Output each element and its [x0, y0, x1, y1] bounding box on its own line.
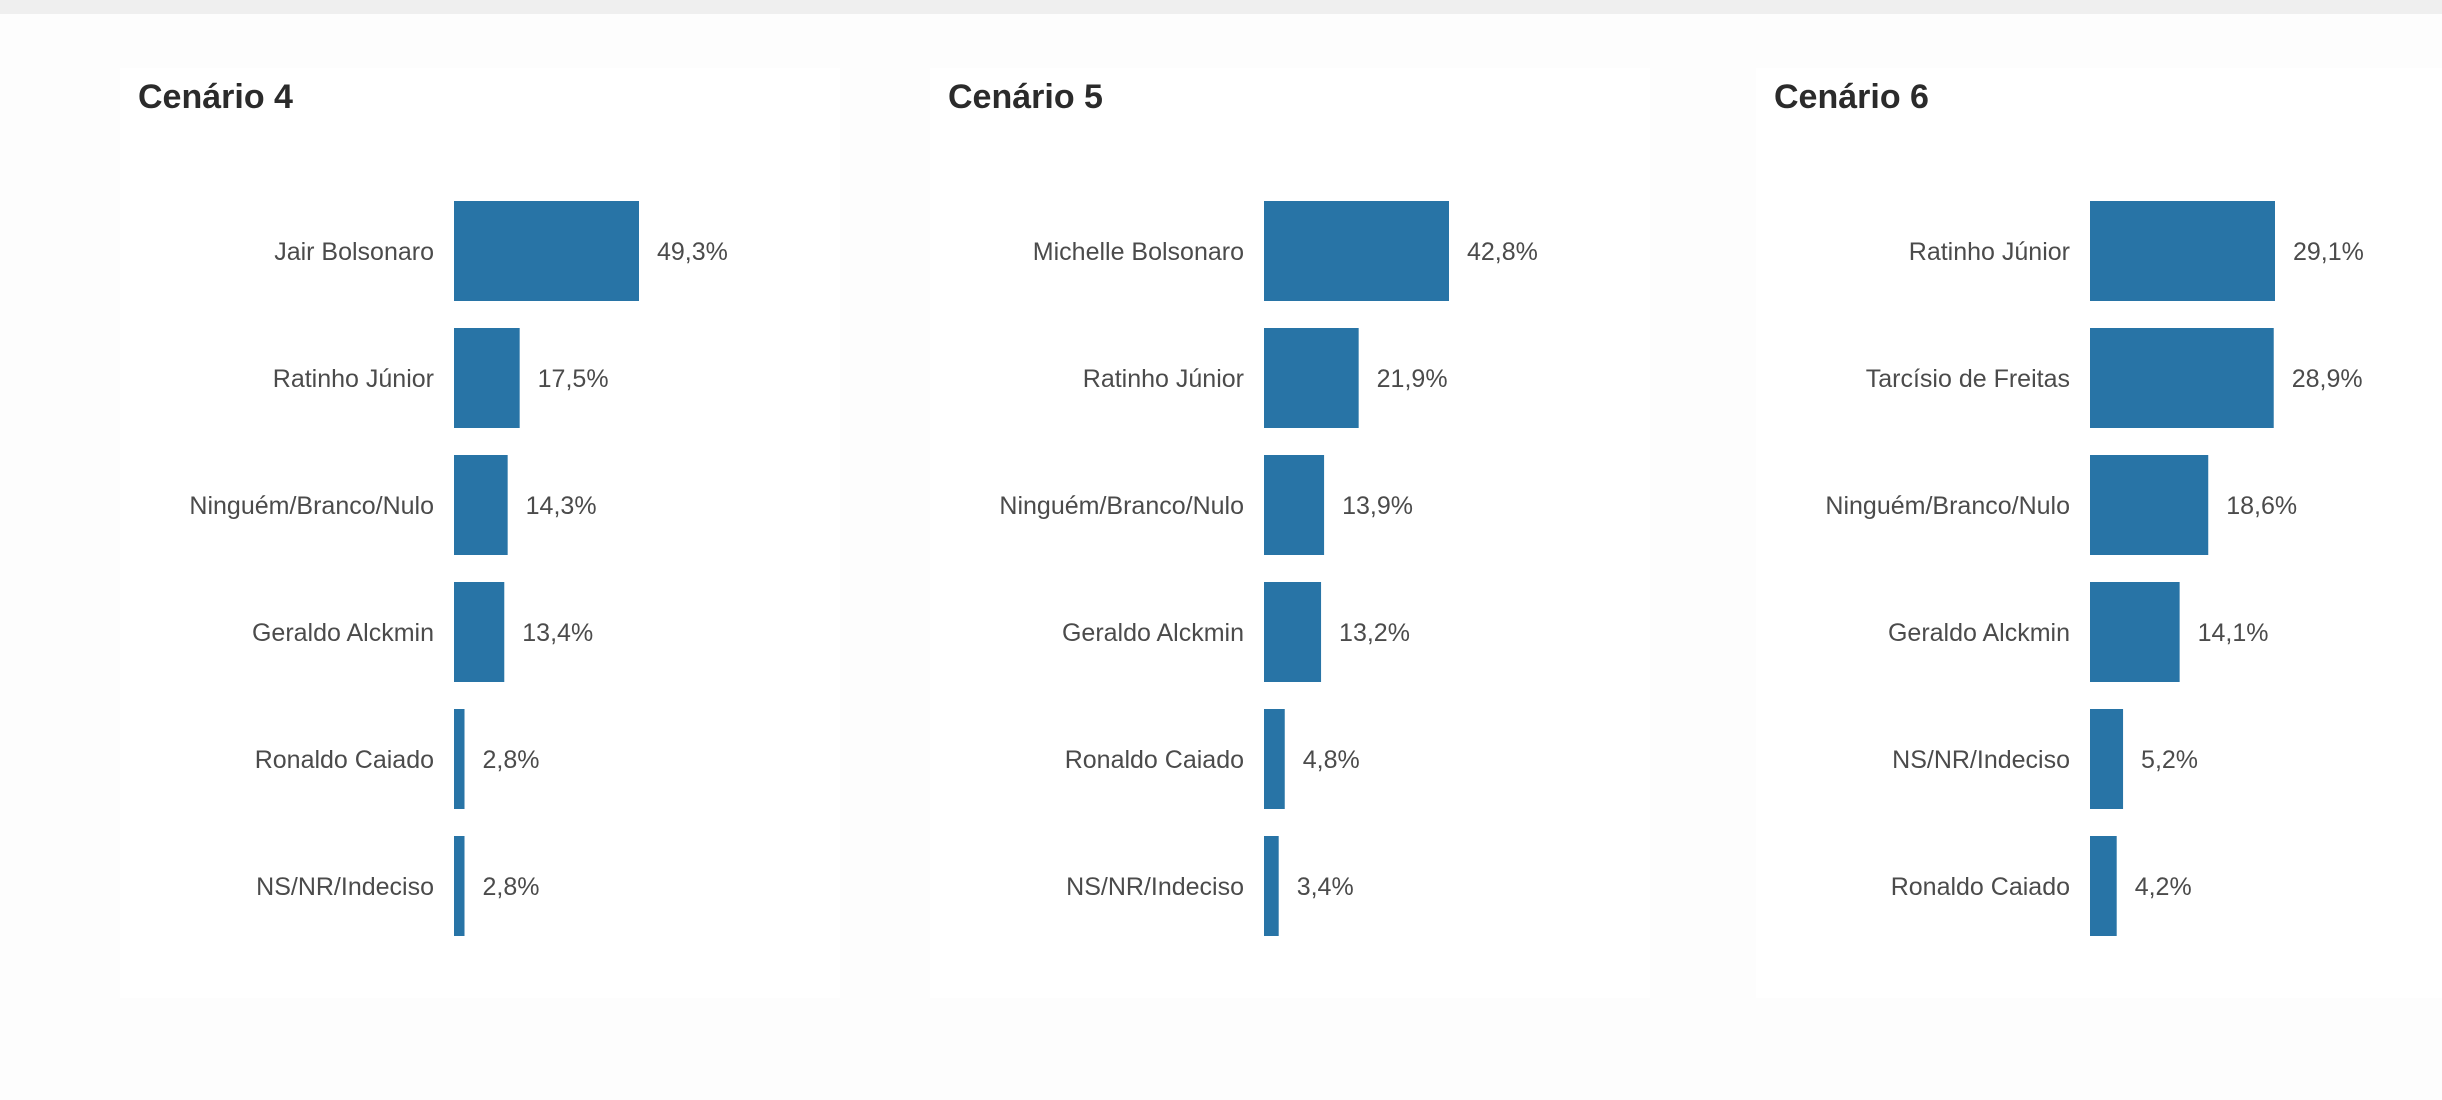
category-label: Ronaldo Caiado	[255, 746, 434, 774]
value-label: 49,3%	[657, 238, 728, 266]
bar-1	[1264, 328, 1359, 428]
value-label: 2,8%	[483, 746, 540, 774]
bar-5	[1264, 836, 1279, 936]
bar-3	[454, 582, 505, 682]
value-label: 13,4%	[522, 619, 593, 647]
value-label: 17,5%	[538, 365, 609, 393]
chart-title: Cenário 5	[948, 78, 1103, 116]
category-label: Ratinho Júnior	[1909, 238, 2070, 266]
value-label: 21,9%	[1377, 365, 1448, 393]
bar-4	[2090, 709, 2124, 809]
bar-5	[454, 836, 465, 936]
value-label: 13,9%	[1342, 492, 1413, 520]
category-label: Ratinho Júnior	[1083, 365, 1244, 393]
chart-title: Cenário 4	[138, 78, 293, 116]
bar-0	[1264, 201, 1449, 301]
value-label: 18,6%	[2226, 492, 2297, 520]
bar-2	[2090, 455, 2209, 555]
value-label: 3,4%	[1297, 873, 1354, 901]
bar-4	[454, 709, 465, 809]
bar-2	[1264, 455, 1325, 555]
bar-5	[2090, 836, 2117, 936]
bar-chart-cenario-5: Michelle Bolsonaro 42,8% Ratinho Júnior 21,…	[999, 201, 1538, 936]
category-label: Ronaldo Caiado	[1065, 746, 1244, 774]
value-label: 4,8%	[1303, 746, 1360, 774]
bar-3	[1264, 582, 1322, 682]
top-bar	[0, 0, 2442, 14]
bar-3	[2090, 582, 2180, 682]
bar-2	[454, 455, 508, 555]
chart-title: Cenário 6	[1774, 78, 1929, 116]
chart-panel-cenario-6: Cenário 6 Ratinho Júnior 29,1% Tarcísio de…	[1756, 68, 2442, 998]
value-label: 14,3%	[526, 492, 597, 520]
category-label: Geraldo Alckmin	[1888, 619, 2070, 647]
category-label: Tarcísio de Freitas	[1866, 365, 2070, 393]
value-label: 28,9%	[2292, 365, 2363, 393]
bar-chart-cenario-6: Ratinho Júnior 29,1% Tarcísio de Freitas 28…	[1825, 201, 2364, 936]
chart-panel-cenario-5: Cenário 5 Michelle Bolsonaro 42,8% Ratinho…	[930, 68, 1650, 998]
value-label: 42,8%	[1467, 238, 1538, 266]
category-label: NS/NR/Indeciso	[1066, 873, 1244, 901]
value-label: 5,2%	[2141, 746, 2198, 774]
chart-panel-cenario-4: Cenário 4 Jair Bolsonaro 49,3% Ratinho Jún…	[120, 68, 840, 998]
category-label: Ninguém/Branco/Nulo	[999, 492, 1244, 520]
bar-0	[2090, 201, 2275, 301]
category-label: Ninguém/Branco/Nulo	[1825, 492, 2070, 520]
category-label: Ronaldo Caiado	[1891, 873, 2070, 901]
category-label: NS/NR/Indeciso	[1892, 746, 2070, 774]
value-label: 4,2%	[2135, 873, 2192, 901]
category-label: NS/NR/Indeciso	[256, 873, 434, 901]
value-label: 29,1%	[2293, 238, 2364, 266]
category-label: Jair Bolsonaro	[274, 238, 434, 266]
bar-4	[1264, 709, 1285, 809]
category-label: Michelle Bolsonaro	[1033, 238, 1244, 266]
value-label: 13,2%	[1339, 619, 1410, 647]
category-label: Geraldo Alckmin	[1062, 619, 1244, 647]
value-label: 14,1%	[2198, 619, 2269, 647]
category-label: Geraldo Alckmin	[252, 619, 434, 647]
bar-0	[454, 201, 639, 301]
category-label: Ninguém/Branco/Nulo	[189, 492, 434, 520]
category-label: Ratinho Júnior	[273, 365, 434, 393]
value-label: 2,8%	[483, 873, 540, 901]
bar-1	[454, 328, 520, 428]
bar-1	[2090, 328, 2274, 428]
bar-chart-cenario-4: Jair Bolsonaro 49,3% Ratinho Júnior 17,5% Ni…	[189, 201, 728, 936]
